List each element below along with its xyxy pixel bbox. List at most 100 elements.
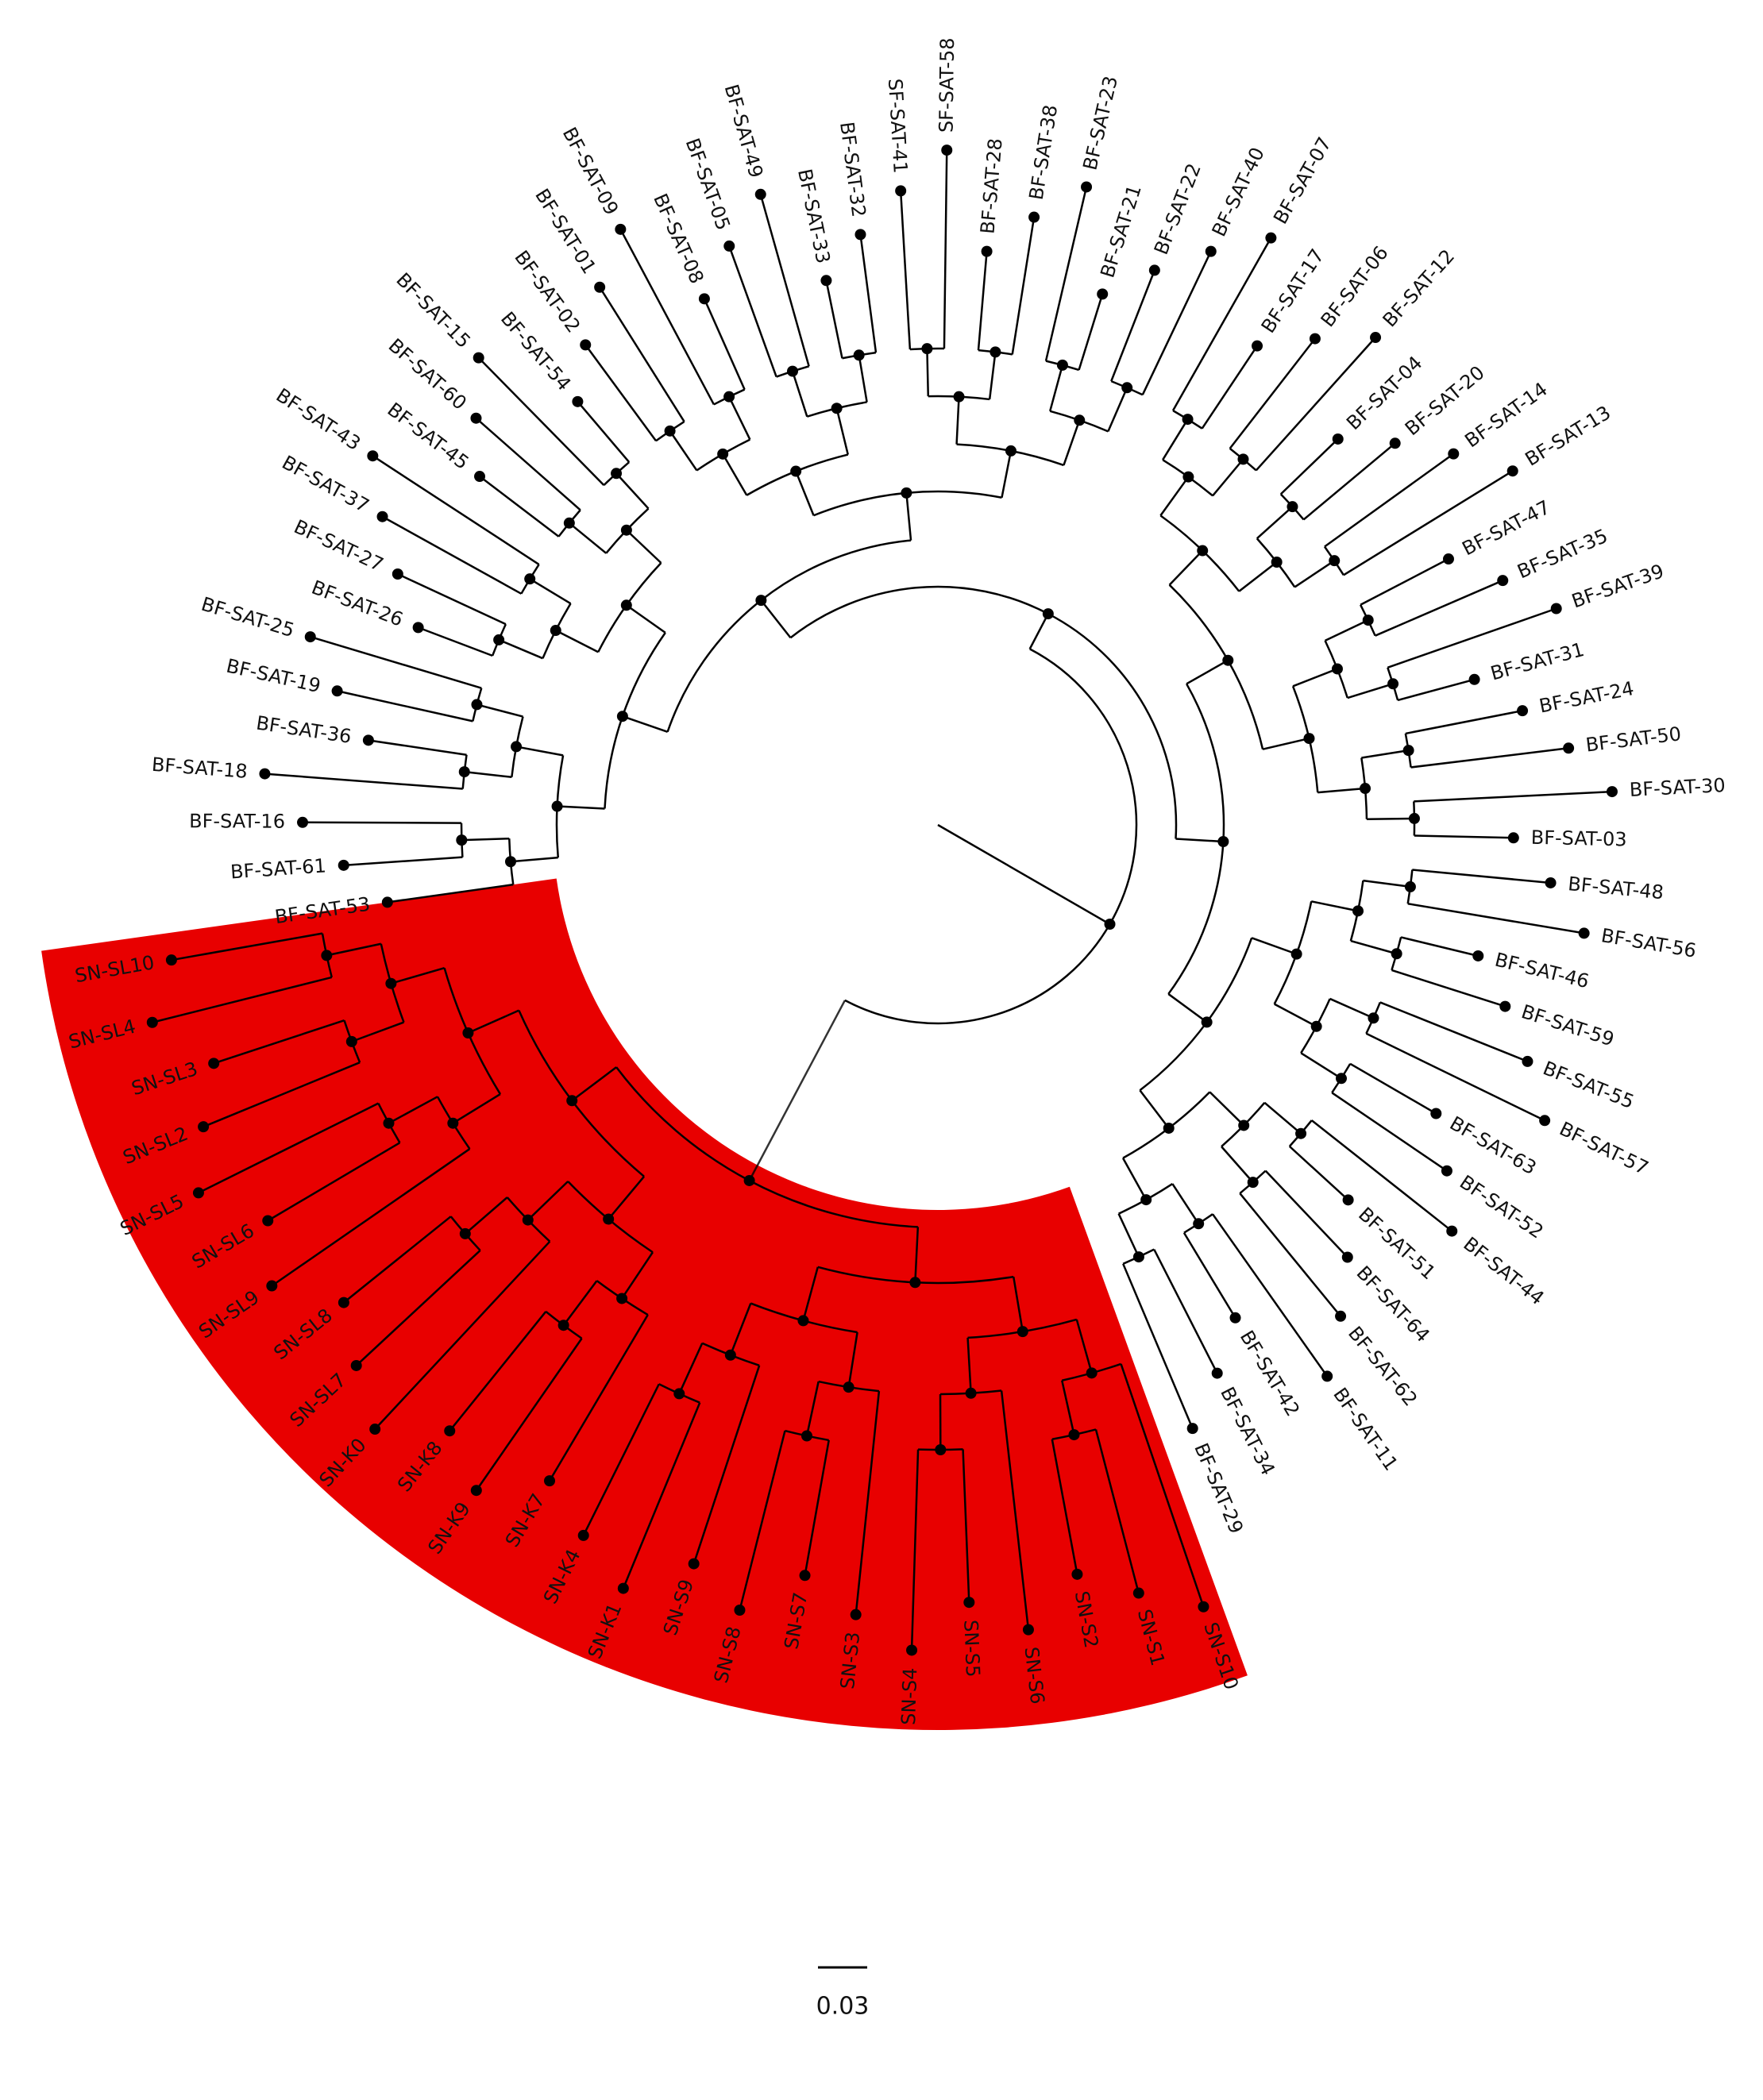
leaf-node	[1081, 181, 1092, 192]
leaf-label: BF-SAT-63	[1446, 1112, 1541, 1180]
branch	[670, 431, 697, 471]
leaf-node	[1579, 927, 1590, 938]
leaf-node	[1370, 332, 1381, 343]
leaf-node	[1023, 1624, 1034, 1636]
branch	[1360, 559, 1449, 605]
leaf-node	[471, 1485, 482, 1496]
leaf-node	[338, 860, 349, 871]
branch	[1108, 387, 1127, 431]
leaf-node	[800, 1570, 811, 1581]
branch	[1325, 620, 1368, 641]
branch	[1294, 561, 1334, 587]
leaf-node	[1310, 333, 1321, 345]
leaf-node	[1097, 288, 1108, 299]
branch	[1264, 1103, 1301, 1134]
leaf-node	[1508, 832, 1519, 843]
leaf-node	[1497, 575, 1508, 586]
leaf-label: BF-SAT-25	[199, 593, 297, 642]
branch	[1325, 454, 1453, 547]
leaf-node	[1545, 877, 1557, 888]
leaf-node	[1448, 449, 1459, 460]
leaf-node	[338, 1297, 349, 1308]
branch	[1050, 365, 1063, 411]
leaf-node	[1343, 1194, 1354, 1205]
leaf-node	[618, 1583, 629, 1594]
branch	[627, 530, 662, 563]
branch	[338, 691, 473, 721]
branch	[476, 418, 580, 511]
branch	[1414, 835, 1514, 838]
branch	[1414, 792, 1612, 801]
leaf-label: BF-SAT-09	[558, 124, 623, 219]
leaf-label: BF-SAT-59	[1518, 1000, 1617, 1050]
leaf-node	[1149, 264, 1160, 276]
branch	[1030, 614, 1048, 649]
root-node	[1105, 919, 1116, 930]
leaf-node	[1443, 553, 1454, 564]
leaf-label: BF-SAT-31	[1488, 638, 1587, 685]
leaf-node	[470, 413, 481, 424]
branch	[837, 408, 848, 454]
leaf-node	[689, 1559, 700, 1570]
leaf-node	[166, 954, 177, 965]
leaf-label: BF-SAT-16	[189, 810, 285, 832]
branch	[476, 704, 523, 716]
branch	[1391, 970, 1505, 1007]
branch	[1111, 270, 1155, 381]
branch	[990, 352, 995, 399]
leaf-label: BF-SAT-22	[1150, 160, 1206, 258]
leaf-label: BF-SAT-24	[1537, 677, 1636, 718]
leaf-node	[578, 1530, 589, 1541]
branch	[1001, 451, 1010, 498]
leaf-node	[1430, 1108, 1441, 1119]
branch	[1412, 869, 1550, 882]
branch	[627, 605, 665, 633]
branch	[1281, 439, 1338, 494]
branch	[499, 640, 542, 658]
branch	[1209, 1092, 1244, 1125]
branch	[1406, 711, 1522, 734]
branch	[1363, 880, 1410, 887]
branch	[557, 807, 605, 809]
leaf-node	[147, 1017, 158, 1028]
leaf-node	[266, 1281, 277, 1292]
root-branch	[938, 825, 1110, 924]
leaf-node	[851, 1609, 862, 1620]
branch	[1163, 419, 1187, 460]
branch	[479, 358, 604, 485]
branch	[793, 372, 807, 417]
leaf-label: BF-SAT-33	[793, 167, 835, 265]
branch-arc	[845, 649, 1136, 1023]
leaf-label: BF-SAT-55	[1540, 1057, 1638, 1113]
leaf-node	[963, 1597, 974, 1608]
branch	[826, 280, 842, 358]
leaf-node	[1028, 212, 1040, 223]
branch	[1344, 471, 1513, 575]
branch	[1263, 738, 1309, 749]
leaf-label: BF-SAT-11	[1329, 1384, 1402, 1475]
leaf-node	[392, 568, 403, 580]
leaf-label: BF-SAT-35	[1514, 525, 1611, 584]
leaf-node	[1539, 1115, 1550, 1126]
leaf-label: BF-SAT-05	[681, 135, 735, 233]
branch	[729, 246, 776, 377]
branch	[372, 456, 538, 564]
leaf-node	[382, 896, 393, 907]
branch	[927, 349, 928, 396]
leaf-node	[1265, 233, 1276, 244]
branch	[1375, 580, 1503, 636]
branch	[1350, 1064, 1436, 1114]
leaf-node	[377, 511, 388, 522]
leaf-node	[305, 631, 316, 642]
branch	[1311, 901, 1358, 911]
leaf-label: BF-SAT-40	[1208, 144, 1269, 240]
leaf-node	[444, 1425, 455, 1436]
branch	[465, 772, 512, 777]
leaf-label: BF-SAT-07	[1269, 133, 1336, 228]
leaf-label: BF-SAT-49	[720, 82, 768, 180]
branch	[530, 579, 570, 603]
branch	[623, 716, 668, 732]
leaf-node	[1321, 1370, 1333, 1381]
branch	[1221, 1146, 1253, 1182]
branch	[1063, 420, 1079, 465]
